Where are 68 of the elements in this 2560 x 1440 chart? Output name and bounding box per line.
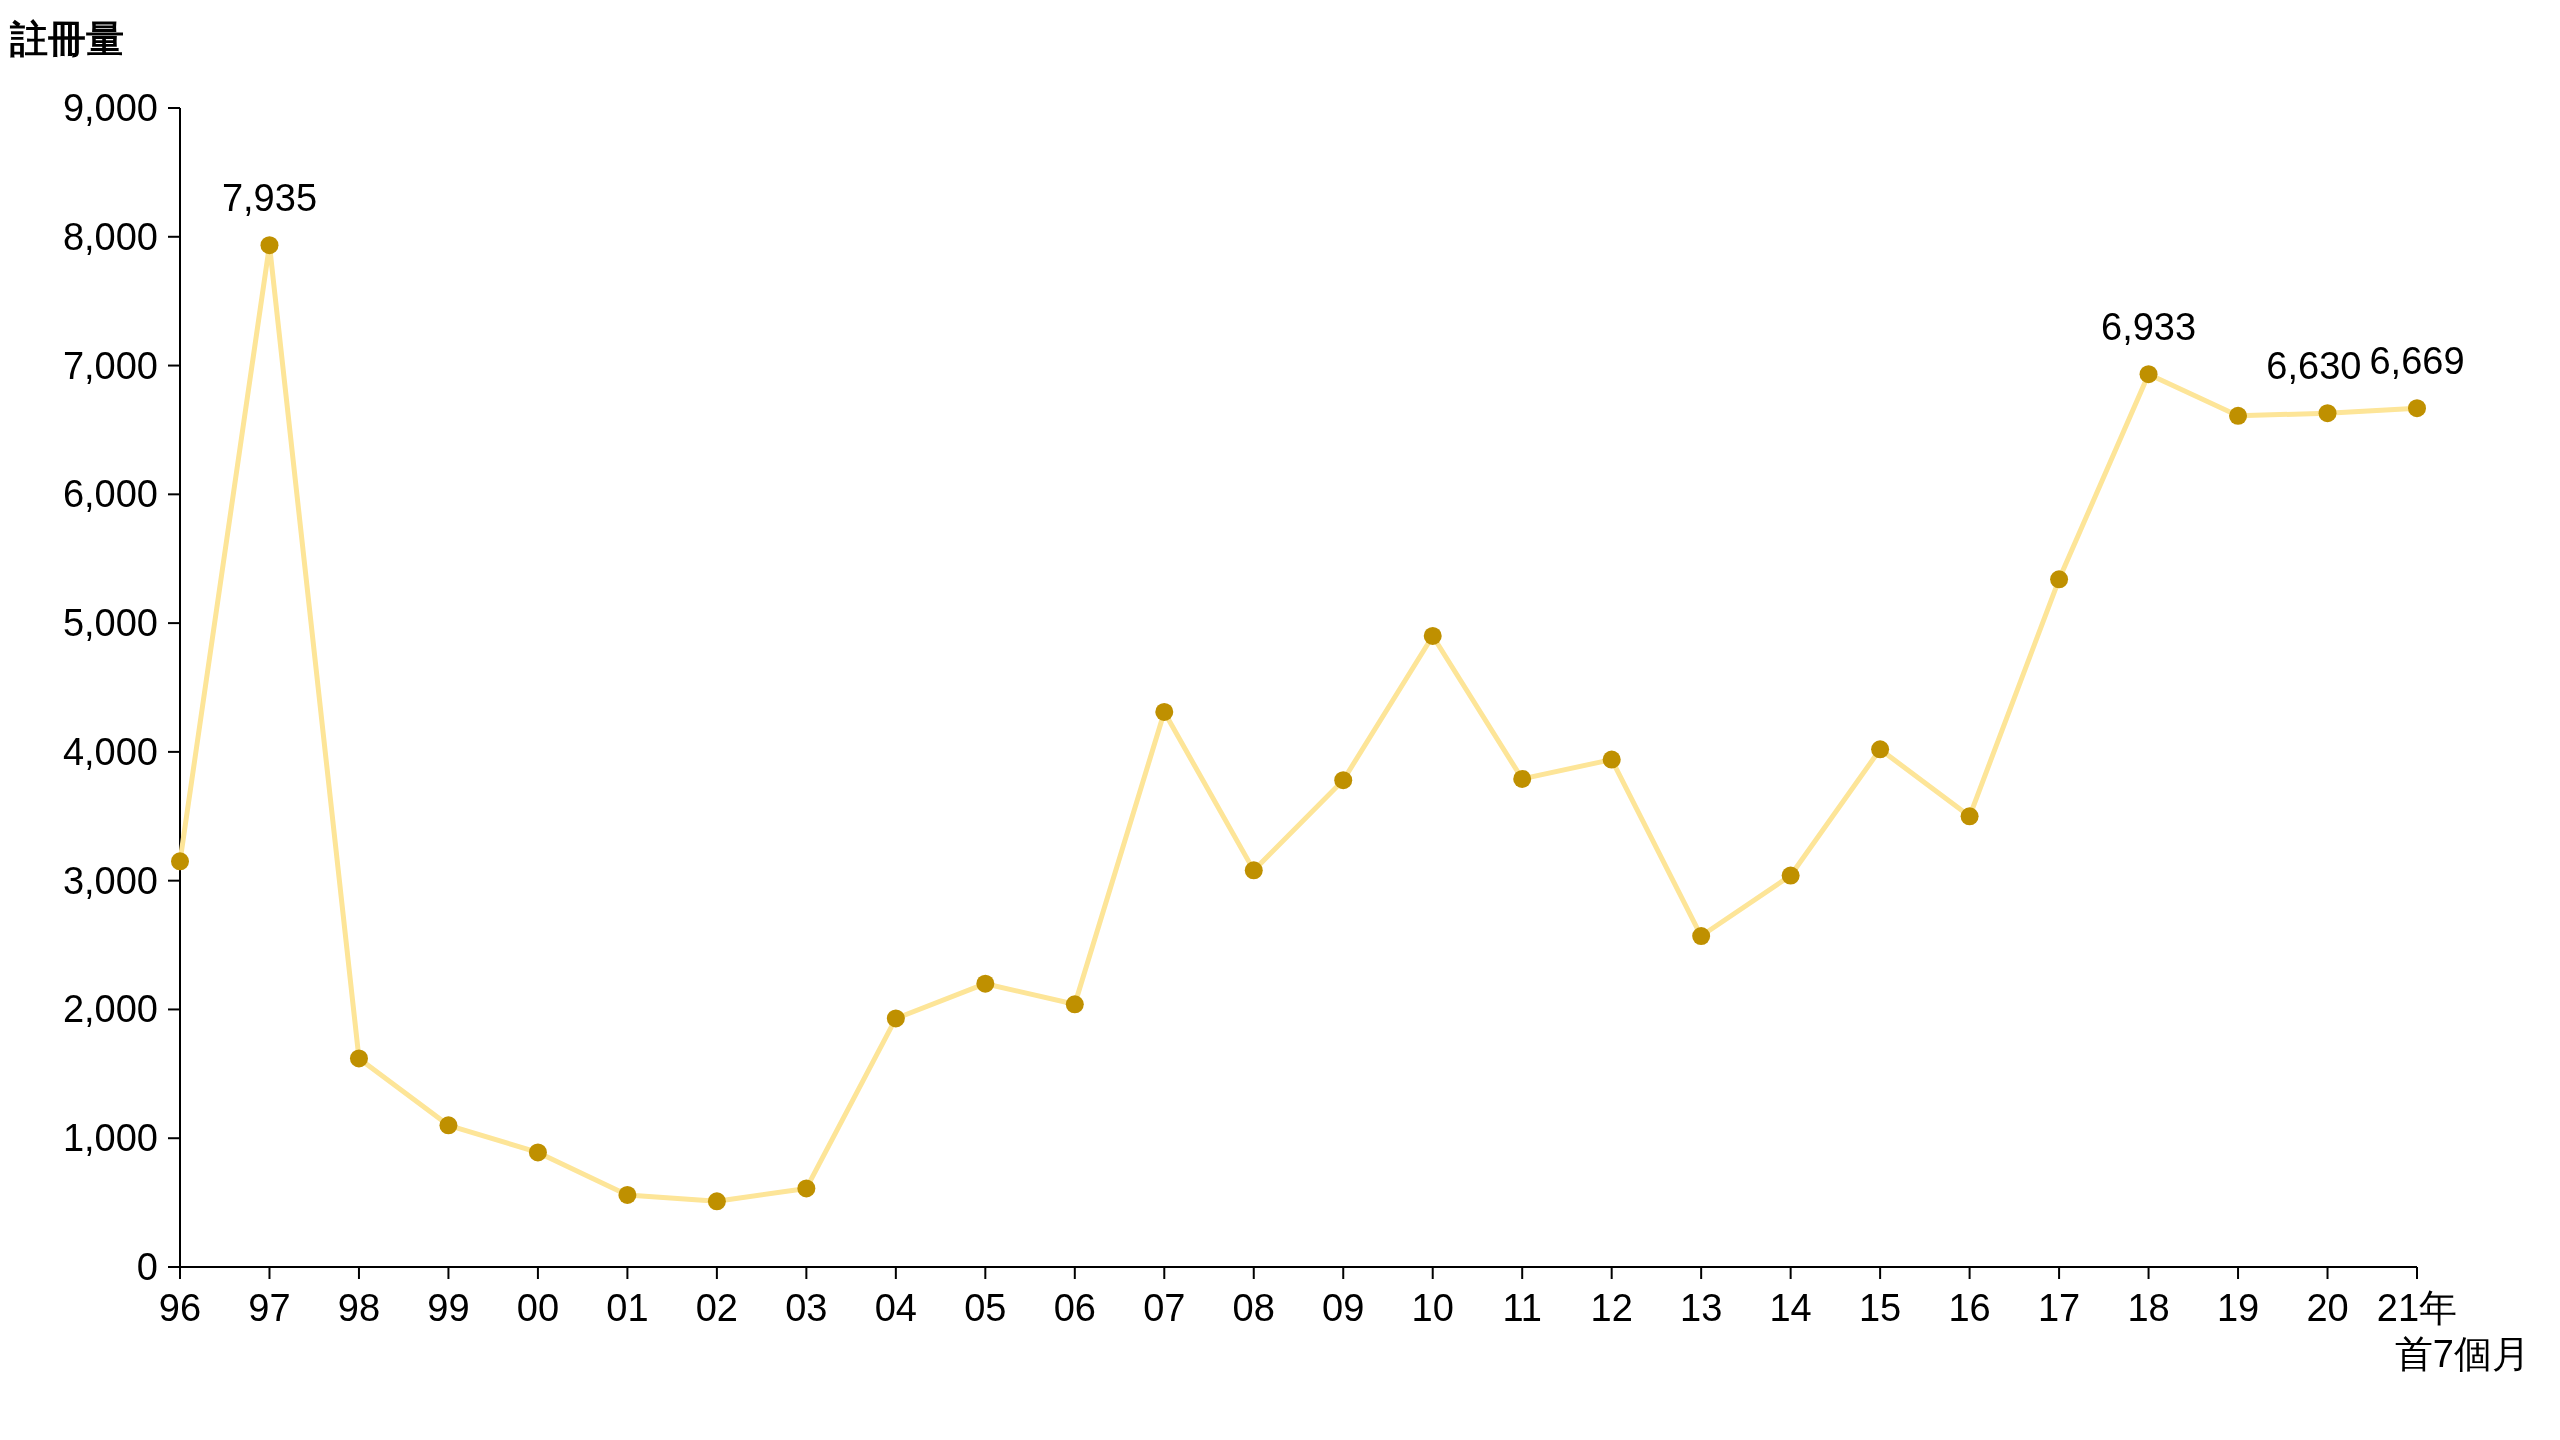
point — [1513, 769, 1532, 788]
data-label: 6,669 — [2369, 340, 2465, 383]
point — [1960, 807, 1979, 826]
x-tick-label: 07 — [1143, 1287, 1186, 1329]
x-tick-label: 21年 — [2376, 1287, 2458, 1329]
x-tick-label: 98 — [337, 1287, 381, 1329]
x-tick-label: 12 — [1590, 1287, 1633, 1329]
x-tick-label: 16 — [1948, 1287, 1991, 1329]
data-label: 6,630 — [2266, 345, 2362, 388]
point — [1065, 995, 1084, 1014]
point — [171, 852, 189, 871]
point — [439, 1116, 458, 1135]
point — [1871, 740, 1890, 759]
x-tick-label: 17 — [2037, 1287, 2081, 1329]
x-tick-label: 19 — [2216, 1287, 2260, 1329]
x-tick-label: 11 — [1502, 1287, 1542, 1329]
point — [707, 1192, 726, 1211]
point — [1423, 626, 1442, 645]
x-tick-label: 13 — [1680, 1287, 1723, 1329]
point — [886, 1009, 905, 1028]
y-tick-label: 8,000 — [62, 215, 158, 258]
point — [1244, 861, 1263, 880]
text: 首7個月 — [2394, 1332, 2530, 1375]
point — [1781, 866, 1800, 885]
x-tick-label: 96 — [158, 1287, 202, 1329]
point — [1155, 702, 1174, 721]
x-tick-label: 03 — [785, 1287, 828, 1329]
point — [2050, 570, 2069, 589]
point — [2229, 406, 2248, 425]
point — [349, 1049, 368, 1068]
x-tick-label: 18 — [2127, 1287, 2170, 1329]
y-tick-label: 4,000 — [62, 730, 158, 773]
y-tick-label: 3,000 — [62, 859, 158, 902]
point — [260, 236, 279, 255]
point — [528, 1143, 547, 1162]
y-tick-label: 5,000 — [62, 602, 158, 645]
y-tick-label: 1,000 — [62, 1117, 158, 1160]
y-tick-label: 9,000 — [62, 87, 158, 129]
point — [2408, 399, 2426, 418]
x-tick-label: 00 — [516, 1287, 560, 1329]
x-tick-label: 05 — [964, 1287, 1007, 1329]
point — [2318, 404, 2337, 423]
point — [618, 1185, 637, 1204]
x-tick-label: 06 — [1053, 1287, 1096, 1329]
x-tick-label: 10 — [1411, 1287, 1454, 1329]
x-tick-label: 08 — [1232, 1287, 1275, 1329]
point — [1334, 771, 1353, 790]
x-tick-label: 01 — [606, 1287, 649, 1329]
data-label: 7,935 — [221, 177, 318, 220]
x-tick-label: 20 — [2306, 1287, 2349, 1329]
y-tick-label: 7,000 — [62, 344, 158, 387]
x-tick-label: 02 — [695, 1287, 739, 1329]
y-tick-label: 6,000 — [62, 473, 158, 516]
x-tick-label: 15 — [1858, 1287, 1902, 1329]
y-axis-title: 註冊量 — [9, 18, 124, 60]
point — [976, 974, 995, 993]
x-tick-label: 09 — [1322, 1287, 1365, 1329]
x-tick-label: 97 — [248, 1287, 291, 1329]
point — [1692, 927, 1711, 946]
x-tick-label: 14 — [1769, 1287, 1812, 1329]
point — [1602, 750, 1621, 769]
x-tick-label: 99 — [427, 1287, 470, 1329]
point — [2139, 365, 2158, 384]
data-label: 6,933 — [2101, 306, 2197, 349]
x-tick-label: 04 — [874, 1287, 917, 1329]
y-tick-label: 0 — [136, 1246, 158, 1288]
point — [797, 1179, 816, 1198]
y-tick-label: 2,000 — [62, 988, 158, 1031]
